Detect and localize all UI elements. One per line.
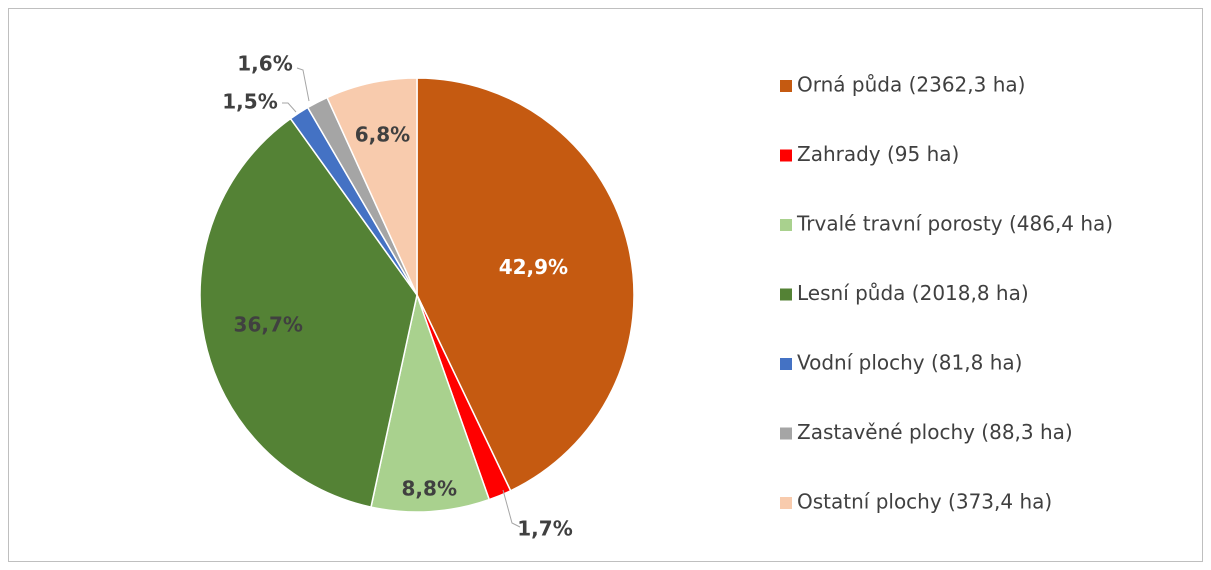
legend-label: Zahrady (95 ha): [797, 142, 959, 166]
legend-swatch: [780, 149, 792, 162]
legend-swatch: [780, 219, 792, 231]
data-label: 42,9%: [499, 255, 568, 279]
leader-line: [502, 489, 521, 528]
legend-label: Ostatní plochy (373,4 ha): [797, 490, 1052, 514]
data-label: 8,8%: [402, 476, 457, 500]
legend-swatch: [780, 497, 792, 509]
data-label: 6,8%: [355, 122, 410, 146]
leader-line: [296, 67, 310, 102]
pie-slice: [416, 77, 635, 492]
legend-swatch: [780, 80, 792, 92]
legend-label: Trvalé travní porosty (486,4 ha): [796, 212, 1113, 236]
leader-line: [282, 102, 297, 113]
legend-swatch: [780, 427, 792, 440]
data-label: 1,7%: [517, 517, 572, 541]
data-label: 36,7%: [234, 312, 303, 336]
data-label: 1,6%: [237, 52, 292, 76]
data-label: 1,5%: [222, 90, 277, 114]
legend-label: Vodní plochy (81,8 ha): [797, 351, 1022, 375]
pie-slice: [199, 117, 418, 508]
legend-swatch: [780, 288, 792, 301]
pie-slice: [326, 77, 418, 296]
legend-swatch: [780, 358, 792, 370]
pie-slice: [370, 292, 491, 513]
legend-label: Lesní půda (2018,8 ha): [797, 281, 1029, 305]
legend-label: Orná půda (2362,3 ha): [797, 73, 1025, 97]
legend-label: Zastavěné plochy (88,3 ha): [797, 420, 1073, 444]
